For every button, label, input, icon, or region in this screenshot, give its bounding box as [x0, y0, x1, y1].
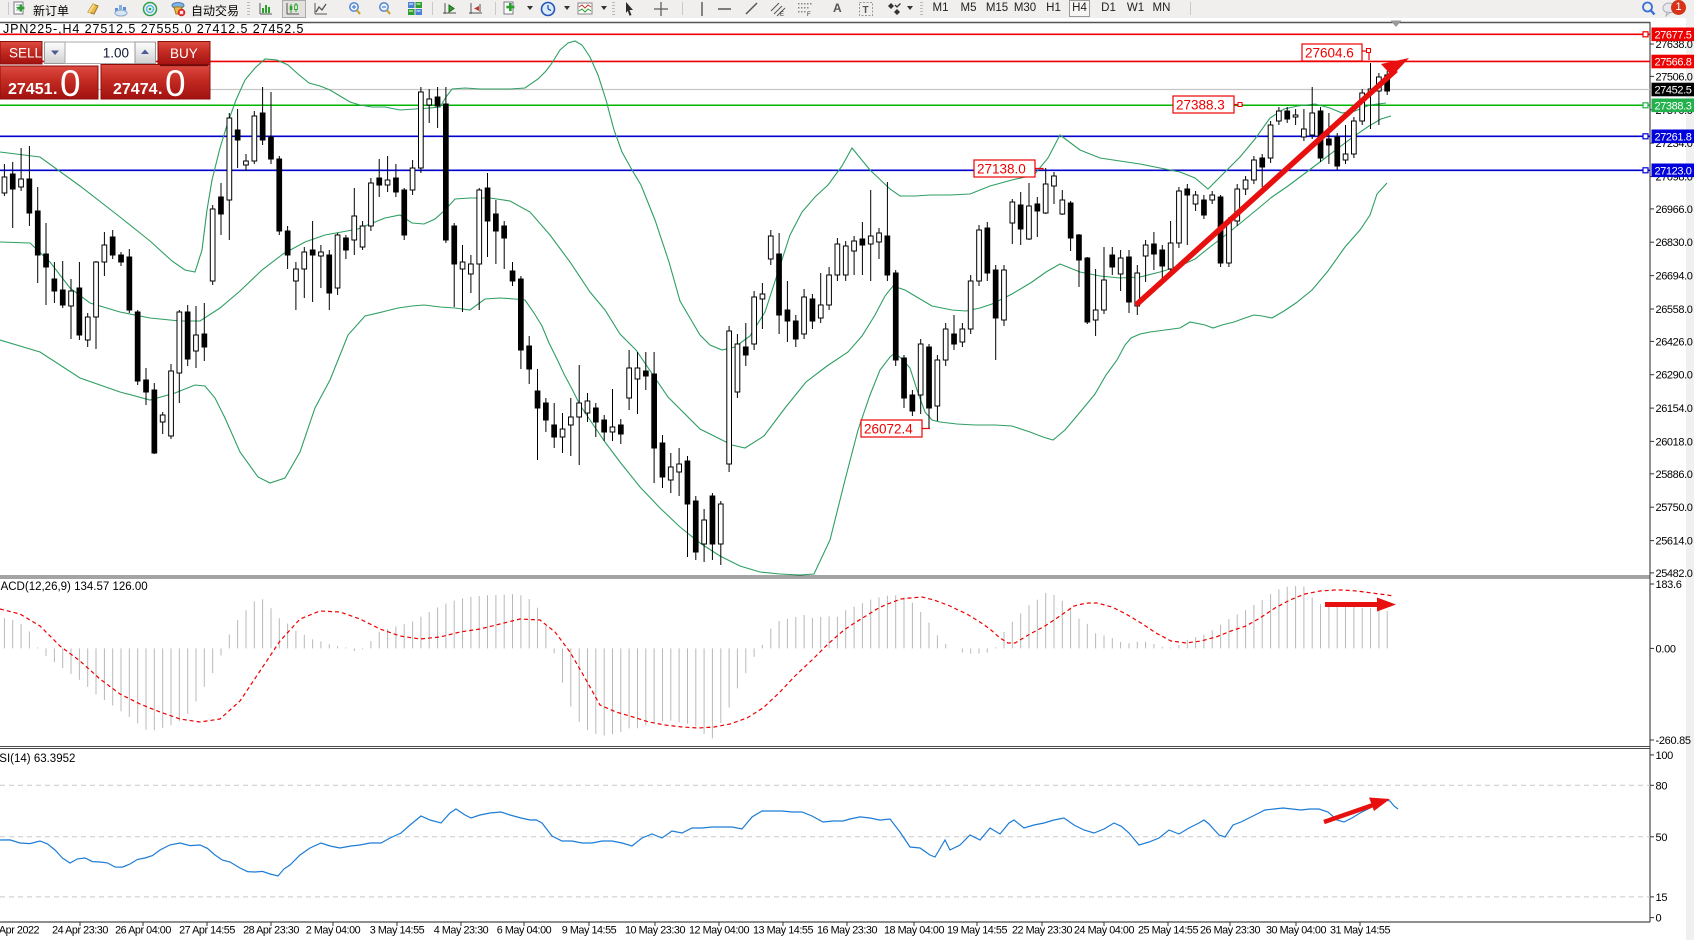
- svg-text:0: 0: [1656, 913, 1662, 925]
- svg-text:3 May 14:55: 3 May 14:55: [370, 925, 425, 937]
- svg-text:183.6: 183.6: [1656, 579, 1682, 591]
- svg-text:26558.0: 26558.0: [1656, 304, 1693, 316]
- svg-text:24 May 04:00: 24 May 04:00: [1074, 925, 1134, 937]
- svg-text:13 May 14:55: 13 May 14:55: [753, 925, 813, 937]
- svg-text:50: 50: [1656, 832, 1668, 844]
- svg-text:27474: 27474: [113, 81, 158, 98]
- svg-text:26 May 23:30: 26 May 23:30: [1200, 925, 1260, 937]
- svg-text:22 May 23:30: 22 May 23:30: [1012, 925, 1072, 937]
- svg-text:2 May 04:00: 2 May 04:00: [306, 925, 361, 937]
- svg-text:0.00: 0.00: [1656, 643, 1676, 655]
- svg-text:100: 100: [1656, 750, 1674, 762]
- svg-text:26018.0: 26018.0: [1656, 436, 1693, 448]
- svg-text:27451: 27451: [8, 81, 53, 98]
- svg-text:25 May 14:55: 25 May 14:55: [1138, 925, 1198, 937]
- svg-text:25614.0: 25614.0: [1656, 536, 1693, 548]
- svg-text:T: T: [863, 5, 869, 16]
- svg-text:31 May 14:55: 31 May 14:55: [1330, 925, 1390, 937]
- svg-text:27261.8: 27261.8: [1655, 131, 1692, 143]
- svg-text:10 May 23:30: 10 May 23:30: [625, 925, 685, 937]
- svg-text:6 May 04:00: 6 May 04:00: [497, 925, 552, 937]
- svg-text:26154.0: 26154.0: [1656, 403, 1693, 415]
- svg-text:26426.0: 26426.0: [1656, 336, 1693, 348]
- svg-text:26290.0: 26290.0: [1656, 370, 1693, 382]
- svg-text:1.00: 1.00: [103, 46, 129, 61]
- svg-text:28 Apr 23:30: 28 Apr 23:30: [243, 925, 299, 937]
- svg-text:27566.8: 27566.8: [1655, 57, 1692, 69]
- svg-text:RSI(14) 63.3952: RSI(14) 63.3952: [0, 753, 75, 765]
- svg-text:0: 0: [60, 63, 81, 104]
- svg-text:26966.0: 26966.0: [1656, 204, 1693, 216]
- svg-text:Apr 2022: Apr 2022: [0, 925, 40, 937]
- svg-text:15: 15: [1656, 892, 1668, 904]
- svg-text:4 May 23:30: 4 May 23:30: [434, 925, 489, 937]
- svg-text:27 Apr 14:55: 27 Apr 14:55: [179, 925, 235, 937]
- svg-text:0: 0: [165, 63, 186, 104]
- svg-text:26830.0: 26830.0: [1656, 237, 1693, 249]
- svg-text:.: .: [53, 81, 57, 98]
- svg-text:27123.0: 27123.0: [1655, 165, 1692, 177]
- svg-text:24 Apr 23:30: 24 Apr 23:30: [52, 925, 108, 937]
- svg-text:27677.5: 27677.5: [1655, 29, 1692, 41]
- svg-text:MACD(12,26,9) 134.57 126.00: MACD(12,26,9) 134.57 126.00: [0, 581, 148, 593]
- svg-text:27388.3: 27388.3: [1655, 100, 1692, 112]
- svg-text:E: E: [780, 12, 784, 17]
- svg-text:27506.0: 27506.0: [1656, 71, 1693, 83]
- svg-text:27138.0: 27138.0: [977, 162, 1026, 177]
- svg-text:27604.6: 27604.6: [1305, 46, 1354, 61]
- svg-text:9 May 14:55: 9 May 14:55: [562, 925, 617, 937]
- svg-text:BUY: BUY: [170, 46, 198, 61]
- svg-text:18 May 04:00: 18 May 04:00: [884, 925, 944, 937]
- svg-text:12 May 04:00: 12 May 04:00: [689, 925, 749, 937]
- svg-text:27452.5: 27452.5: [1655, 85, 1692, 97]
- svg-text:25886.0: 25886.0: [1656, 469, 1693, 481]
- svg-text:27388.3: 27388.3: [1176, 98, 1225, 113]
- svg-text:27638.0: 27638.0: [1656, 39, 1693, 51]
- svg-text:26694.0: 26694.0: [1656, 271, 1693, 283]
- svg-text:25482.0: 25482.0: [1656, 568, 1693, 580]
- svg-text:30 May 04:00: 30 May 04:00: [1266, 925, 1326, 937]
- svg-text:.: .: [158, 81, 162, 98]
- svg-text:SELL: SELL: [9, 46, 43, 61]
- svg-text:26 Apr 04:00: 26 Apr 04:00: [115, 925, 171, 937]
- svg-text:80: 80: [1656, 780, 1668, 792]
- svg-text:F: F: [807, 12, 811, 17]
- svg-text:26072.4: 26072.4: [864, 422, 913, 437]
- svg-text:-260.85: -260.85: [1656, 735, 1691, 747]
- svg-text:JPN225-,H4 27512.5 27555.0 27: JPN225-,H4 27512.5 27555.0 27412.5 27452…: [3, 22, 304, 36]
- svg-text:25750.0: 25750.0: [1656, 502, 1693, 514]
- svg-text:19 May 14:55: 19 May 14:55: [947, 925, 1007, 937]
- svg-text:16 May 23:30: 16 May 23:30: [817, 925, 877, 937]
